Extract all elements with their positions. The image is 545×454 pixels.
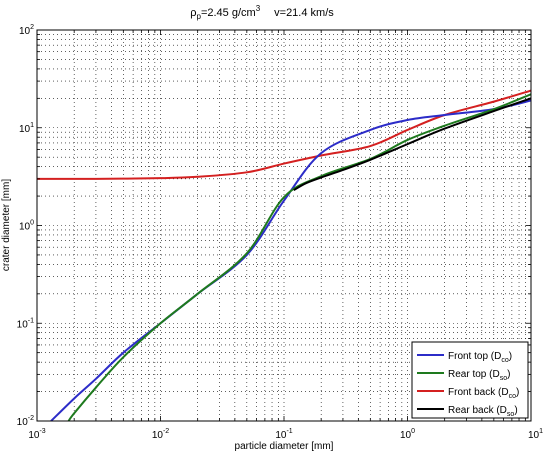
- series-line-0: [50, 99, 531, 421]
- y-tick-label: 101: [19, 122, 34, 135]
- chart-title: ρp=2.45 g/cm3 v=21.4 km/s: [190, 4, 334, 21]
- y-tick-label: 10-2: [17, 415, 34, 428]
- legend-entry-3: Rear back (Dso): [448, 405, 518, 418]
- title-rho-subscript: p: [197, 12, 202, 21]
- y-axis-label: crater diameter [mm]: [1, 179, 12, 271]
- x-tick-label: 10-1: [275, 428, 292, 441]
- legend-entry-2: Front back (Dco): [448, 387, 519, 400]
- legend-entry-1: Rear top (Dso): [448, 369, 510, 382]
- y-tick-label: 102: [19, 24, 34, 37]
- y-tick-label: 100: [19, 220, 34, 233]
- series-layer: [37, 89, 531, 421]
- x-tick-label: 101: [528, 428, 543, 441]
- title-rho-symbol: ρ: [190, 7, 196, 19]
- title-velocity: v=21.4 km/s: [274, 7, 334, 19]
- legend-entry-0: Front top (Dco): [448, 351, 512, 364]
- series-line-1: [67, 93, 531, 421]
- x-tick-label: 100: [400, 428, 415, 441]
- series-line-3: [293, 97, 531, 192]
- title-rho-superscript: 3: [256, 4, 261, 13]
- x-axis-label: particle diameter [mm]: [235, 441, 334, 452]
- legend: Front top (Dco) Rear top (Dso) Front back …: [411, 341, 529, 419]
- y-tick-label: 10-1: [17, 317, 34, 330]
- x-tick-label: 10-2: [152, 428, 169, 441]
- title-rho-text: =2.45 g/cm: [201, 7, 256, 19]
- x-tick-label: 10-3: [28, 428, 45, 441]
- axis-ticks: [37, 30, 531, 421]
